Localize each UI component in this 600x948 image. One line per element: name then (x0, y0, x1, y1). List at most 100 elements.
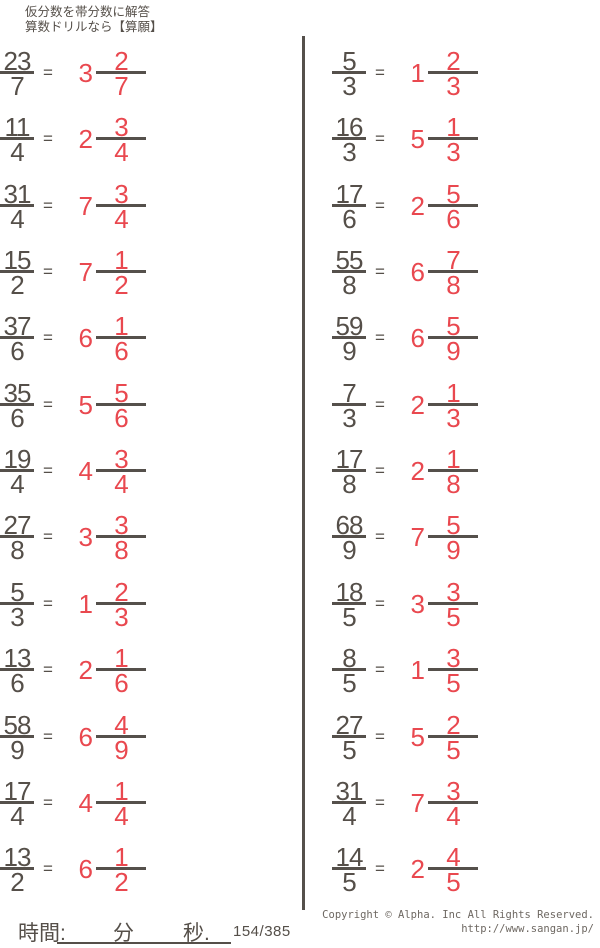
question-numerator: 13 (3, 842, 32, 873)
question-fraction-bar (0, 71, 34, 74)
answer-denominator: 9 (114, 734, 128, 765)
question-numerator: 37 (3, 311, 32, 342)
answer-whole-number: 6 (410, 257, 425, 288)
question-fraction-bar (0, 270, 34, 274)
copyright-notice: Copyright © Alpha. Inc All Rights Reserv… (322, 908, 594, 936)
question-numerator: 17 (335, 178, 364, 209)
problem-row: 14 5 = 2 4 5 (332, 838, 600, 900)
answer-whole-number: 5 (410, 721, 425, 752)
question-denominator: 4 (10, 469, 24, 500)
question-fraction: 31 4 (0, 175, 34, 237)
answer-fraction-bar (96, 668, 146, 672)
problem-row: 18 5 = 3 3 5 (332, 573, 600, 635)
answer-fraction: 1 3 (428, 374, 478, 436)
question-numerator: 68 (335, 510, 364, 541)
equals-sign: = (375, 394, 385, 414)
answer-fraction-bar (428, 800, 478, 804)
question-fraction: 17 8 (332, 440, 366, 502)
question-numerator: 27 (335, 709, 364, 740)
question-fraction: 19 4 (0, 440, 34, 502)
question-denominator: 6 (342, 203, 356, 234)
equals-sign: = (43, 195, 53, 215)
equals-sign: = (375, 195, 385, 215)
answer-numerator: 1 (114, 311, 128, 342)
question-fraction-bar (0, 800, 34, 804)
answer-denominator: 5 (446, 601, 460, 632)
answer-numerator: 1 (446, 377, 460, 408)
answer-fraction: 2 3 (428, 42, 478, 104)
question-numerator: 17 (335, 444, 364, 475)
question-fraction: 5 3 (332, 42, 366, 104)
answer-fraction-bar (428, 270, 478, 274)
question-numerator: 31 (3, 178, 32, 209)
answer-numerator: 3 (114, 178, 128, 209)
answer-numerator: 2 (446, 46, 460, 76)
answer-fraction: 3 4 (428, 772, 478, 834)
equals-sign: = (43, 527, 53, 547)
answer-fraction: 1 3 (428, 108, 478, 170)
worksheet-header: 仮分数を帯分数に解答 算数ドリルなら【算願】 (25, 5, 163, 35)
answer-fraction: 5 9 (428, 506, 478, 568)
answer-fraction-bar (428, 601, 478, 605)
answer-whole-number: 2 (78, 655, 93, 686)
question-fraction: 13 6 (0, 639, 34, 701)
answer-fraction: 2 3 (96, 573, 146, 635)
question-denominator: 6 (10, 402, 24, 433)
equals-sign: = (375, 792, 385, 812)
answer-fraction-bar (428, 469, 478, 473)
problem-row: 5 3 = 1 2 3 (0, 573, 300, 635)
answer-numerator: 3 (446, 576, 460, 607)
column-divider-line (302, 36, 305, 910)
problem-row: 35 6 = 5 5 6 (0, 374, 300, 436)
answer-fraction-bar (96, 867, 146, 871)
answer-denominator: 4 (114, 137, 128, 168)
answer-denominator: 7 (114, 71, 128, 101)
question-fraction-bar (332, 867, 366, 871)
question-fraction: 5 3 (0, 573, 34, 635)
answer-denominator: 2 (114, 867, 128, 898)
question-fraction: 17 4 (0, 772, 34, 834)
answer-fraction: 4 5 (428, 838, 478, 900)
answer-whole-number: 2 (78, 124, 93, 155)
answer-fraction: 7 8 (428, 241, 478, 303)
question-numerator: 55 (335, 245, 364, 276)
problem-row: 68 9 = 7 5 9 (332, 506, 600, 568)
answer-denominator: 8 (446, 270, 460, 301)
answer-fraction: 1 2 (96, 241, 146, 303)
equals-sign: = (375, 593, 385, 613)
question-fraction: 37 6 (0, 307, 34, 369)
answer-numerator: 4 (114, 709, 128, 740)
question-fraction-bar (332, 668, 366, 672)
question-fraction: 55 8 (332, 241, 366, 303)
equals-sign: = (43, 660, 53, 680)
answer-whole-number: 4 (78, 787, 93, 818)
question-numerator: 15 (3, 245, 32, 276)
question-fraction: 31 4 (332, 772, 366, 834)
answer-numerator: 3 (446, 775, 460, 806)
question-denominator: 9 (10, 734, 24, 765)
answer-whole-number: 6 (78, 323, 93, 354)
answer-whole-number: 4 (78, 456, 93, 487)
answer-fraction-bar (96, 535, 146, 539)
copyright-line1: Copyright © Alpha. Inc All Rights Reserv… (322, 909, 594, 921)
problems-column-left: 23 7 = 3 2 7 11 4 = 2 3 4 31 4 = (0, 48, 300, 898)
question-numerator: 13 (3, 643, 32, 674)
answer-whole-number: 1 (78, 588, 93, 619)
question-numerator: 58 (3, 709, 32, 740)
answer-denominator: 3 (446, 137, 460, 168)
answer-fraction-bar (428, 402, 478, 406)
answer-denominator: 4 (114, 203, 128, 234)
answer-fraction-bar (96, 734, 146, 738)
question-numerator: 11 (4, 112, 31, 143)
answer-fraction-bar (96, 402, 146, 406)
answer-whole-number: 3 (410, 588, 425, 619)
question-fraction: 14 5 (332, 838, 366, 900)
answer-denominator: 8 (446, 469, 460, 500)
question-fraction-bar (332, 137, 366, 141)
question-fraction: 18 5 (332, 573, 366, 635)
answer-whole-number: 6 (410, 323, 425, 354)
equals-sign: = (375, 461, 385, 481)
question-fraction-bar (0, 668, 34, 672)
problems-column-right: 5 3 = 1 2 3 16 3 = 5 1 3 17 6 = (332, 0, 600, 948)
